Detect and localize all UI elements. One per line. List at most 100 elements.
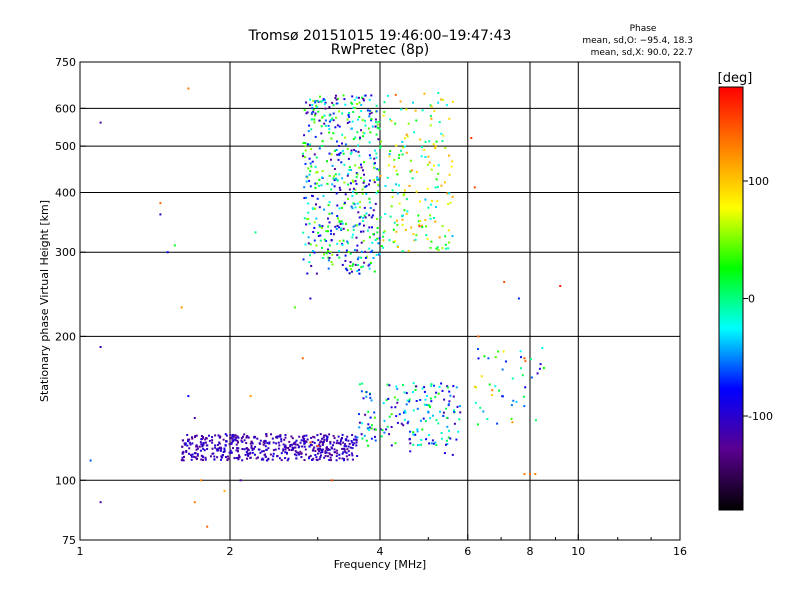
scatter-point — [344, 103, 347, 106]
scatter-point — [182, 451, 185, 454]
scatter-point — [181, 459, 184, 461]
y-tick-label: 400 — [55, 186, 76, 199]
scatter-point — [237, 441, 239, 444]
scatter-point — [306, 218, 309, 220]
scatter-point — [445, 247, 447, 250]
scatter-point — [447, 229, 450, 232]
y-tick-label: 100 — [55, 474, 76, 487]
scatter-point — [236, 439, 239, 442]
scatter-point — [311, 440, 314, 443]
scatter-point — [446, 385, 449, 388]
scatter-point — [369, 393, 371, 396]
scatter-point — [330, 158, 332, 161]
scatter-point — [360, 241, 363, 244]
scatter-point — [348, 442, 351, 445]
scatter-point — [341, 150, 344, 152]
scatter-point — [380, 245, 383, 248]
scatter-point — [277, 447, 280, 450]
scatter-point — [328, 174, 331, 177]
scatter-point — [443, 452, 446, 455]
scatter-point — [337, 435, 340, 438]
scatter-point — [448, 429, 450, 432]
scatter-point — [371, 249, 374, 252]
scatter-point — [369, 207, 372, 209]
scatter-point — [434, 396, 437, 399]
scatter-point — [354, 224, 357, 227]
scatter-point — [212, 452, 215, 455]
scatter-point — [276, 435, 279, 438]
scatter-point — [502, 350, 505, 353]
scatter-point — [360, 166, 363, 169]
scatter-point — [530, 376, 533, 379]
scatter-point — [428, 161, 431, 164]
scatter-point — [238, 454, 240, 457]
scatter-point — [314, 454, 317, 456]
scatter-point — [356, 249, 359, 252]
scatter-point — [291, 443, 294, 446]
scatter-point — [425, 403, 428, 406]
scatter-point — [386, 176, 389, 179]
scatter-point — [399, 100, 402, 103]
scatter-point — [334, 126, 337, 129]
scatter-point — [317, 447, 320, 450]
scatter-point — [328, 106, 331, 109]
scatter-point — [441, 389, 444, 392]
scatter-point — [306, 111, 309, 114]
scatter-point — [364, 124, 367, 127]
scatter-point — [479, 406, 482, 409]
scatter-point — [351, 195, 354, 197]
scatter-point — [301, 445, 304, 448]
scatter-point — [346, 240, 349, 243]
scatter-point — [343, 201, 346, 204]
scatter-point — [396, 401, 399, 404]
scatter-point — [187, 87, 190, 90]
scatter-point — [398, 202, 401, 205]
x-tick-label: 2 — [227, 545, 234, 558]
scatter-point — [520, 356, 522, 359]
scatter-point — [417, 214, 420, 217]
scatter-point — [357, 96, 360, 99]
scatter-point — [324, 124, 327, 127]
scatter-point — [405, 392, 408, 395]
scatter-point — [301, 357, 304, 360]
scatter-point — [410, 169, 413, 172]
scatter-point — [363, 214, 366, 217]
scatter-point — [332, 104, 335, 107]
scatter-point — [190, 455, 193, 458]
scatter-point — [321, 140, 324, 143]
scatter-point — [336, 217, 339, 220]
scatter-point — [253, 447, 255, 450]
scatter-point — [436, 200, 439, 203]
scatter-point — [300, 439, 303, 442]
scatter-point — [327, 256, 330, 259]
scatter-point — [412, 409, 415, 412]
scatter-point — [336, 439, 339, 442]
scatter-point — [317, 439, 320, 442]
scatter-point — [282, 443, 285, 446]
scatter-point — [368, 426, 371, 429]
scatter-point — [359, 201, 362, 204]
scatter-point — [338, 256, 341, 259]
scatter-point — [218, 441, 221, 444]
scatter-point — [370, 427, 373, 430]
scatter-point — [448, 241, 451, 244]
scatter-point — [337, 158, 340, 161]
scatter-point — [310, 165, 313, 168]
scatter-point — [358, 413, 360, 416]
scatter-point — [354, 438, 357, 441]
scatter-point — [205, 444, 208, 447]
scatter-point — [434, 147, 437, 150]
scatter-point — [299, 441, 302, 444]
scatter-point — [390, 205, 393, 208]
scatter-point — [415, 234, 418, 237]
y-tick-label: 300 — [55, 246, 76, 259]
colorbar-tick-label: 0 — [748, 293, 755, 306]
scatter-point — [191, 453, 194, 456]
scatter-point — [388, 415, 391, 418]
scatter-point — [193, 452, 196, 455]
scatter-point — [349, 182, 352, 185]
scatter-point — [290, 435, 293, 438]
scatter-point — [419, 138, 422, 141]
scatter-point — [326, 455, 329, 458]
scatter-point — [374, 162, 376, 165]
